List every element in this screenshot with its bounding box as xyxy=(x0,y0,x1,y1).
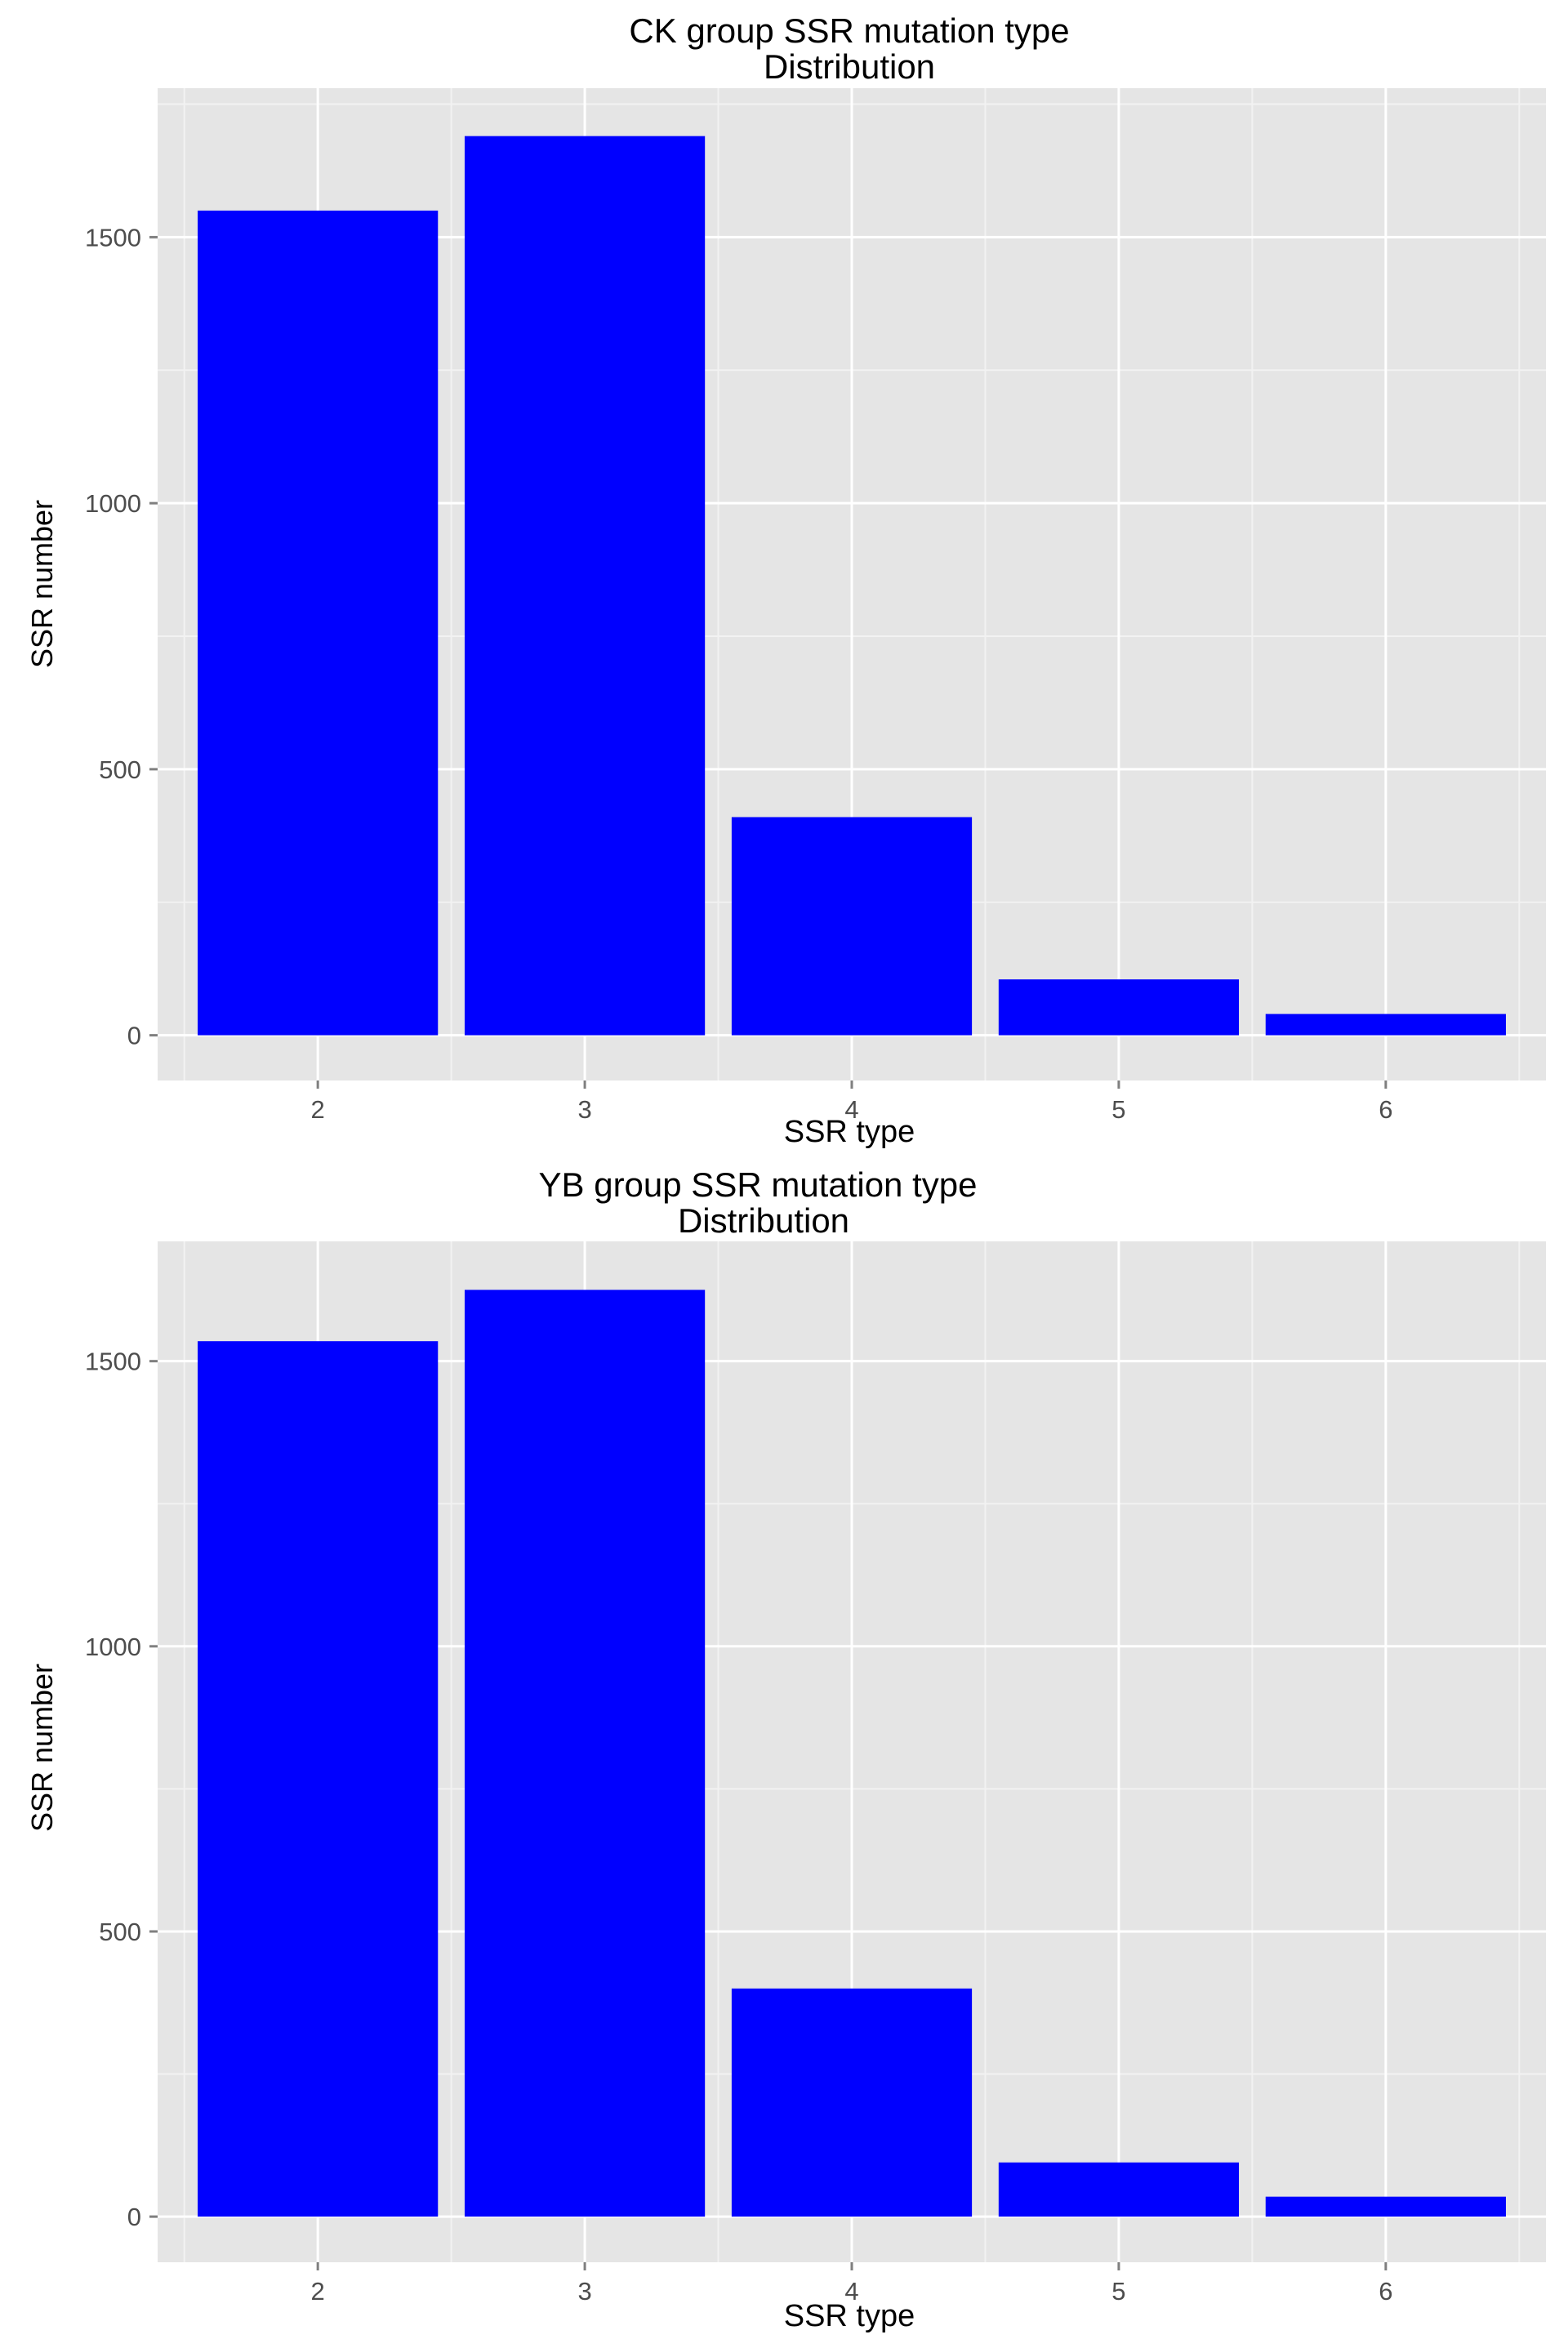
yb-x-axis: 2 3 4 5 6 xyxy=(311,2262,1392,2306)
yb-bar-3 xyxy=(464,1290,706,2217)
ck-bar-6 xyxy=(1265,1014,1506,1036)
yb-bar-5 xyxy=(998,2162,1240,2217)
ck-bar-5 xyxy=(998,979,1240,1036)
ck-y-tick-label: 1500 xyxy=(85,223,141,252)
yb-x-axis-label: SSR type xyxy=(784,2299,915,2333)
yb-y-tick-label: 1500 xyxy=(85,1348,141,1376)
yb-chart-title: YB group SSR mutation type xyxy=(539,1165,978,1204)
yb-x-tick-label: 5 xyxy=(1111,2277,1125,2306)
ck-chart-subtitle: Distribution xyxy=(764,47,935,86)
yb-bars xyxy=(198,1290,1506,2217)
ck-y-tick-label: 1000 xyxy=(85,489,141,518)
ck-y-tick-label: 500 xyxy=(99,755,141,784)
yb-x-tick-label: 3 xyxy=(577,2277,591,2306)
ck-x-tick-label: 4 xyxy=(844,1095,858,1124)
ck-x-axis: 2 3 4 5 6 xyxy=(311,1080,1392,1124)
ck-x-tick-label: 6 xyxy=(1379,1095,1392,1124)
ck-y-axis-label: SSR number xyxy=(25,500,59,668)
yb-y-tick-label: 0 xyxy=(127,2203,141,2231)
ck-y-axis: 0 500 1000 1500 xyxy=(85,223,158,1050)
yb-y-tick-label: 500 xyxy=(99,1918,141,1946)
ck-x-tick-label: 5 xyxy=(1111,1095,1125,1124)
ck-bar-2 xyxy=(198,210,439,1036)
yb-x-tick-label: 2 xyxy=(311,2277,325,2306)
yb-bar-4 xyxy=(731,1988,973,2217)
yb-y-tick-label: 1000 xyxy=(85,1633,141,1661)
ck-bars xyxy=(198,136,1506,1036)
yb-chart: YB group SSR mutation type Distribution … xyxy=(25,1165,1546,2333)
ck-x-axis-label: SSR type xyxy=(784,1115,915,1149)
yb-x-tick-label: 6 xyxy=(1379,2277,1392,2306)
yb-bar-6 xyxy=(1265,2196,1506,2217)
ck-x-tick-label: 2 xyxy=(311,1095,325,1124)
yb-y-axis: 0 500 1000 1500 xyxy=(85,1348,158,2231)
ck-bar-3 xyxy=(464,136,706,1036)
yb-x-tick-label: 4 xyxy=(844,2277,858,2306)
ck-chart: CK group SSR mutation type Distribution … xyxy=(25,11,1546,1149)
ck-chart-title: CK group SSR mutation type xyxy=(629,11,1069,50)
yb-y-axis-label: SSR number xyxy=(25,1664,59,1832)
ck-bar-4 xyxy=(731,817,973,1036)
yb-chart-subtitle: Distribution xyxy=(678,1201,849,1240)
yb-bar-2 xyxy=(198,1341,439,2217)
ck-x-tick-label: 3 xyxy=(577,1095,591,1124)
ck-y-tick-label: 0 xyxy=(127,1022,141,1050)
